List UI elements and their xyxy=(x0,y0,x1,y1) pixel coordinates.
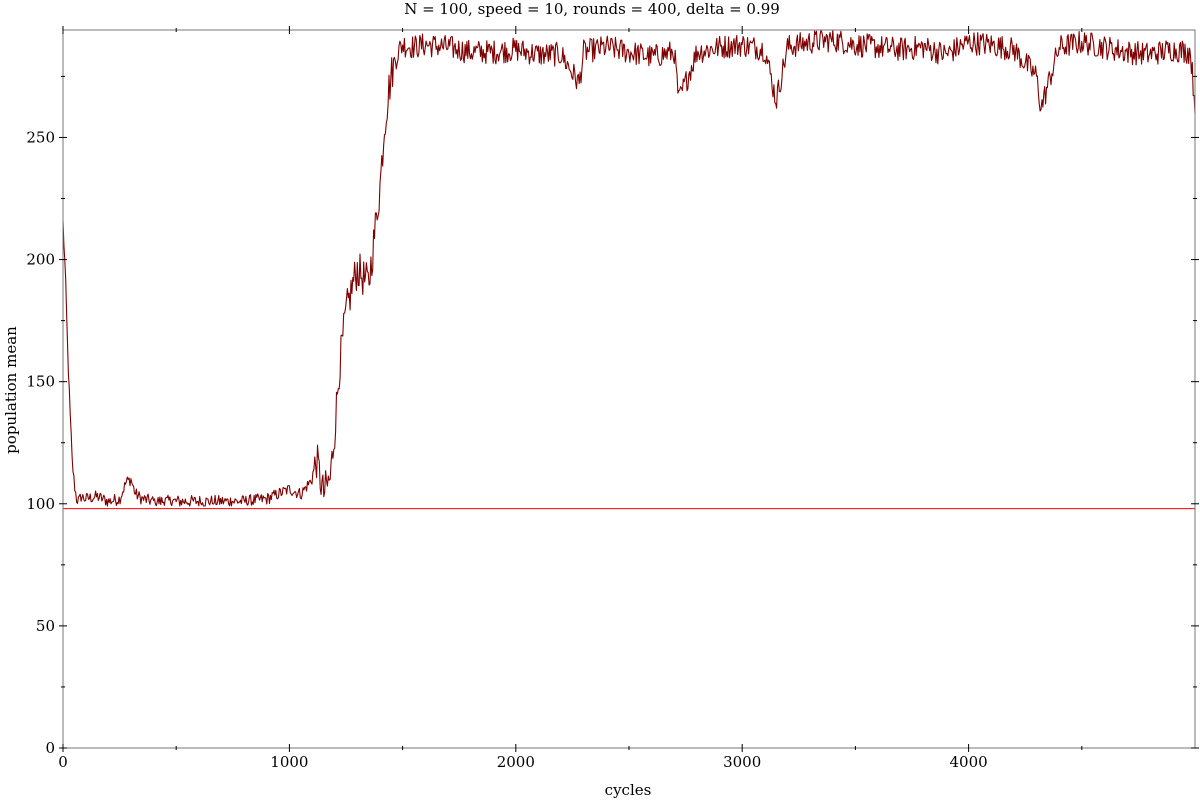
y-tick-label-200: 200 xyxy=(26,251,55,269)
y-tick-label-100: 100 xyxy=(26,495,55,513)
plot-frame xyxy=(62,29,1196,749)
y-tick-label-50: 50 xyxy=(36,617,55,635)
x-tick-label-0: 0 xyxy=(58,753,68,771)
chart-title: N = 100, speed = 10, rounds = 400, delta… xyxy=(404,0,780,18)
y-axis-title: population mean xyxy=(2,326,20,454)
x-tick-label-2000: 2000 xyxy=(497,753,535,771)
series-layer xyxy=(62,29,1196,507)
y-tick-label-150: 150 xyxy=(26,373,55,391)
axes: 0 1000 2000 3000 4000 0 50 100 150 200 250 xyxy=(26,26,1199,771)
x-axis-title: cycles xyxy=(605,781,652,799)
series-line-1 xyxy=(62,29,1196,507)
x-tick-label-1000: 1000 xyxy=(270,753,308,771)
y-tick-label-0: 0 xyxy=(45,739,55,757)
x-tick-label-4000: 4000 xyxy=(950,753,988,771)
y-tick-label-250: 250 xyxy=(26,128,55,146)
reference-lines xyxy=(63,29,1195,510)
x-tick-label-3000: 3000 xyxy=(723,753,761,771)
